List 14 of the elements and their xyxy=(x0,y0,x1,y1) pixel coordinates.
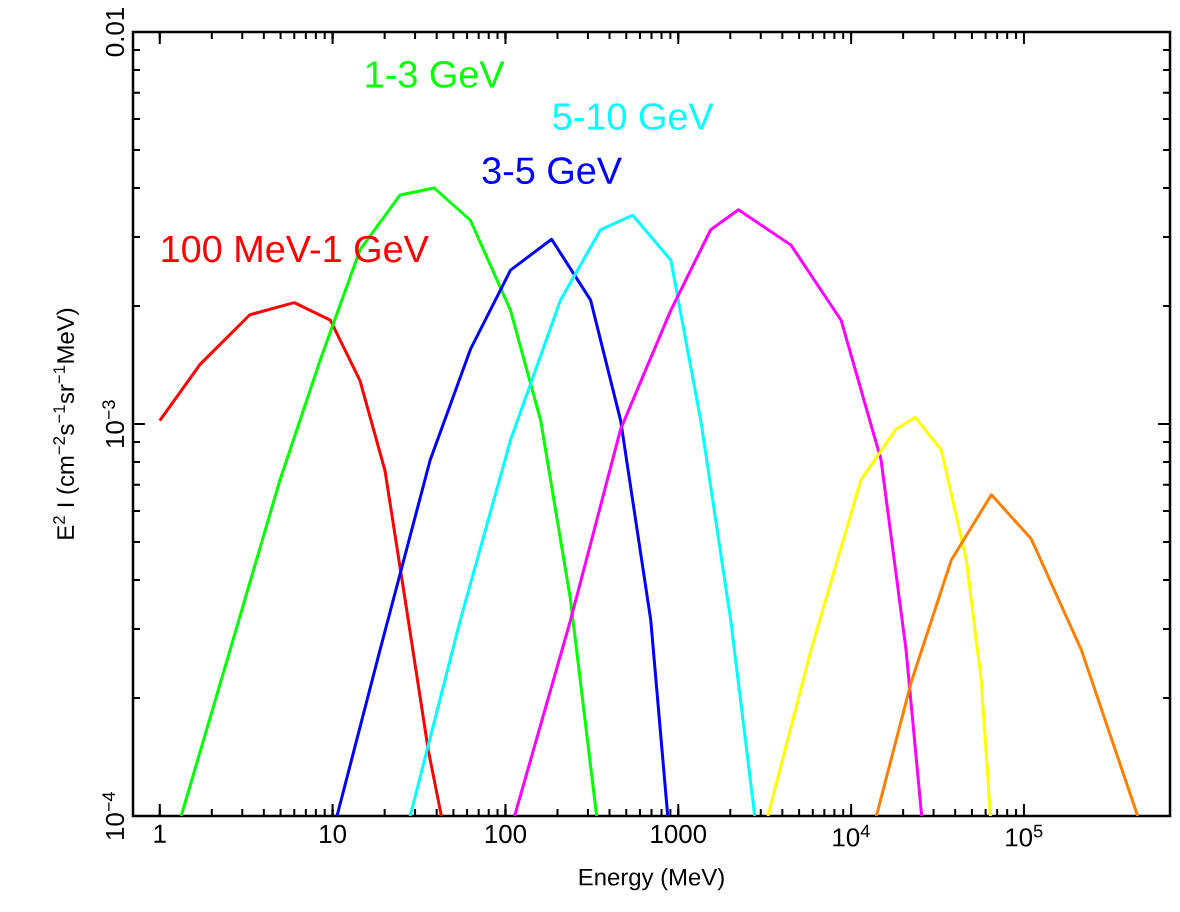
x-tick-label: 10$^{4}$ xyxy=(833,824,870,847)
x-tick-label: 10$^{5}$ xyxy=(1006,824,1043,847)
x-axis-title: Energy (MeV) xyxy=(579,868,724,891)
y-tick-label: 10$^{−4}$ xyxy=(102,792,125,840)
text: 5-10 GeV xyxy=(553,103,714,130)
x-tick-label: 10 xyxy=(320,824,346,844)
series-label: 3-5 GeV xyxy=(482,157,622,185)
x-tick-label: 1 xyxy=(154,824,166,843)
y-tick-label: 0.01 xyxy=(105,8,125,57)
text: E$^{2}$ I (cm$^{−2}$s$^{−1}$sr$^{−1}$MeV) xyxy=(53,308,79,539)
x-tick-label: 1000 xyxy=(651,824,707,844)
text: 1-3 GeV xyxy=(366,61,505,88)
x-tick-label: 100 xyxy=(485,824,527,844)
y-tick-label: 10$^{−3}$ xyxy=(102,400,125,448)
